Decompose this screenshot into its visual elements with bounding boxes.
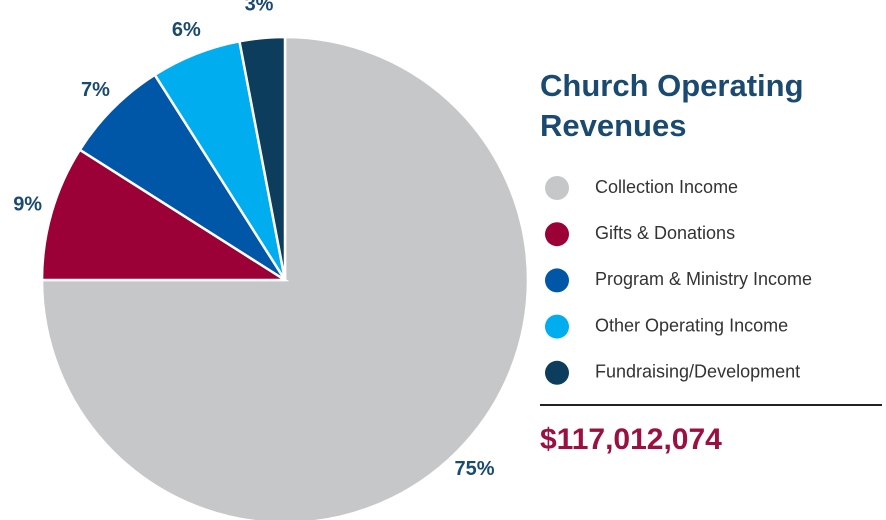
legend-label: Fundraising/Development [595,362,800,382]
data-label: 75% [454,458,494,480]
legend-marker [545,222,569,247]
legend-label: Other Operating Income [595,315,788,335]
data-label: 3% [245,0,274,16]
total: $117,012,074 [540,423,722,456]
pie-slice [40,35,530,520]
legend-label: Collection Income [595,177,738,197]
data-label: 6% [172,19,201,41]
legend-label: Program & Ministry Income [595,269,812,289]
legend-marker [545,360,569,385]
legend-marker [545,268,569,293]
pie-slice [40,148,290,282]
legend-marker [545,176,569,200]
legend-label: Gifts & Donations [595,223,735,243]
pie-slice [238,35,287,281]
data-label: 7% [81,79,110,101]
pie-slice [78,73,287,282]
legend-marker [545,314,569,339]
chart-title: Church Operating Revenues [540,68,804,143]
data-label: 9% [13,194,42,216]
